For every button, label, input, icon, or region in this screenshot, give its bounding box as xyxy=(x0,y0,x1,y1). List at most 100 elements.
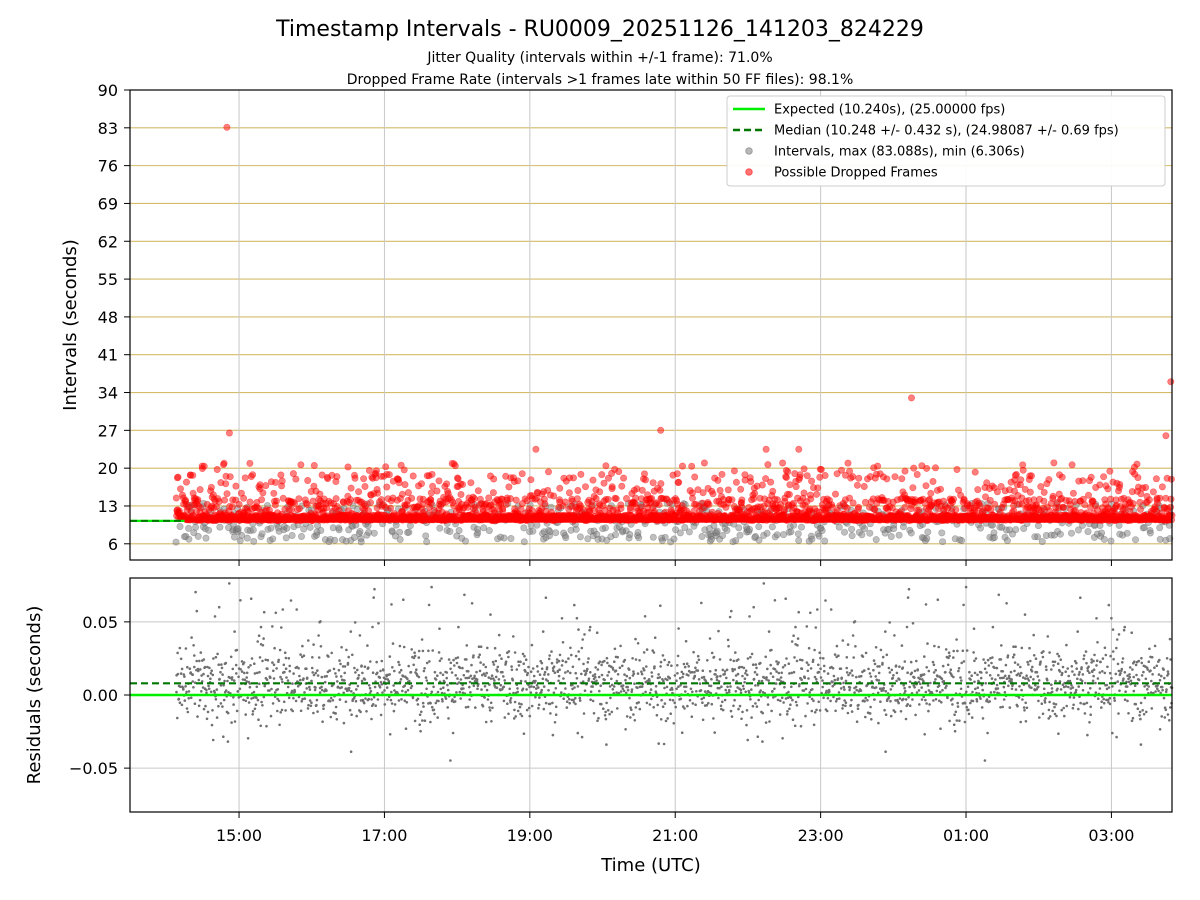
residual-point xyxy=(732,704,735,708)
dropped-frame-point xyxy=(365,466,373,474)
residual-point xyxy=(193,665,196,669)
residual-point xyxy=(556,670,560,673)
residual-point xyxy=(863,669,866,672)
residual-point xyxy=(256,698,260,702)
dropped-frame-point xyxy=(913,470,921,478)
residual-point xyxy=(818,651,821,654)
interval-point xyxy=(172,538,180,546)
dropped-frame-point xyxy=(400,466,408,474)
residual-point xyxy=(390,702,394,705)
residual-point xyxy=(262,610,266,614)
residual-point xyxy=(211,673,215,677)
interval-point xyxy=(1008,530,1016,538)
residual-point xyxy=(583,669,586,673)
dropped-frame-point xyxy=(361,502,369,510)
residual-point xyxy=(676,654,680,658)
residual-point xyxy=(233,630,236,633)
dropped-frame-point xyxy=(991,500,999,508)
interval-point xyxy=(787,528,795,536)
residual-point xyxy=(335,718,339,721)
interval-point xyxy=(297,532,305,540)
residual-point xyxy=(838,697,841,700)
residual-point xyxy=(560,664,564,667)
residual-point xyxy=(811,688,814,691)
dropped-frame-point xyxy=(831,490,839,498)
residual-point xyxy=(200,690,203,693)
dropped-frame-point xyxy=(640,470,648,478)
residual-point xyxy=(278,723,281,727)
residual-point xyxy=(509,701,512,704)
dropped-frame-point xyxy=(196,486,204,494)
residual-point xyxy=(817,700,820,704)
residual-point xyxy=(695,661,699,664)
residual-point xyxy=(258,682,261,686)
residual-point xyxy=(453,700,457,703)
interval-point xyxy=(1038,538,1046,546)
residual-point xyxy=(329,715,333,719)
residual-point xyxy=(510,665,513,668)
residual-point xyxy=(345,648,348,652)
interval-point xyxy=(216,523,224,531)
dropped-frame-point xyxy=(1106,467,1114,475)
residual-point xyxy=(822,696,825,700)
residual-point xyxy=(291,709,295,713)
residual-point xyxy=(625,674,629,678)
residual-point xyxy=(425,661,429,665)
residual-point xyxy=(248,682,252,685)
dropped-frame-point xyxy=(398,490,406,498)
interval-point xyxy=(1140,523,1148,531)
residual-point xyxy=(215,716,219,719)
dropped-frame-point xyxy=(907,394,915,402)
residual-point xyxy=(790,671,793,675)
interval-point xyxy=(676,529,684,537)
dropped-frame-point xyxy=(598,471,606,479)
residual-point xyxy=(183,699,187,702)
dropped-frame-point xyxy=(561,498,569,506)
residual-point xyxy=(779,676,783,679)
residual-point xyxy=(193,702,197,705)
interval-point xyxy=(763,529,771,537)
residual-point xyxy=(851,674,854,677)
residual-point xyxy=(463,593,466,597)
dropped-frame-point xyxy=(1145,496,1153,504)
residual-point xyxy=(743,677,747,680)
residual-point xyxy=(187,690,191,693)
residual-point xyxy=(577,657,581,661)
interval-point xyxy=(790,521,798,529)
residual-point xyxy=(412,663,416,667)
residual-point xyxy=(525,708,529,712)
residual-point xyxy=(436,674,439,677)
dropped-frame-point xyxy=(871,505,879,513)
residual-point xyxy=(603,714,607,717)
residual-point xyxy=(404,690,408,694)
residual-point xyxy=(453,664,456,667)
residual-point xyxy=(723,698,727,702)
residual-point xyxy=(261,644,265,647)
residual-point xyxy=(773,687,776,691)
residual-point xyxy=(529,691,533,694)
residual-point xyxy=(746,738,749,742)
residual-point xyxy=(708,670,712,673)
residual-point xyxy=(698,682,702,685)
residual-point xyxy=(489,613,492,616)
residual-point xyxy=(637,701,640,704)
interval-point xyxy=(185,524,193,532)
residual-point xyxy=(485,671,489,675)
residual-point xyxy=(665,685,669,689)
residual-point xyxy=(214,655,218,659)
residual-point xyxy=(839,667,843,670)
residual-point xyxy=(751,663,755,666)
residual-point xyxy=(839,687,843,690)
dropped-frame-point xyxy=(837,466,845,474)
residual-point xyxy=(490,720,493,723)
residual-point xyxy=(478,653,482,656)
residual-point xyxy=(540,688,543,692)
dropped-frame-point xyxy=(541,500,549,508)
residual-point xyxy=(370,717,373,721)
residual-point xyxy=(319,645,323,648)
dropped-frame-point xyxy=(228,503,236,511)
interval-point xyxy=(282,534,290,542)
residual-point xyxy=(496,670,499,673)
residual-point xyxy=(329,696,333,700)
residual-point xyxy=(582,712,586,715)
